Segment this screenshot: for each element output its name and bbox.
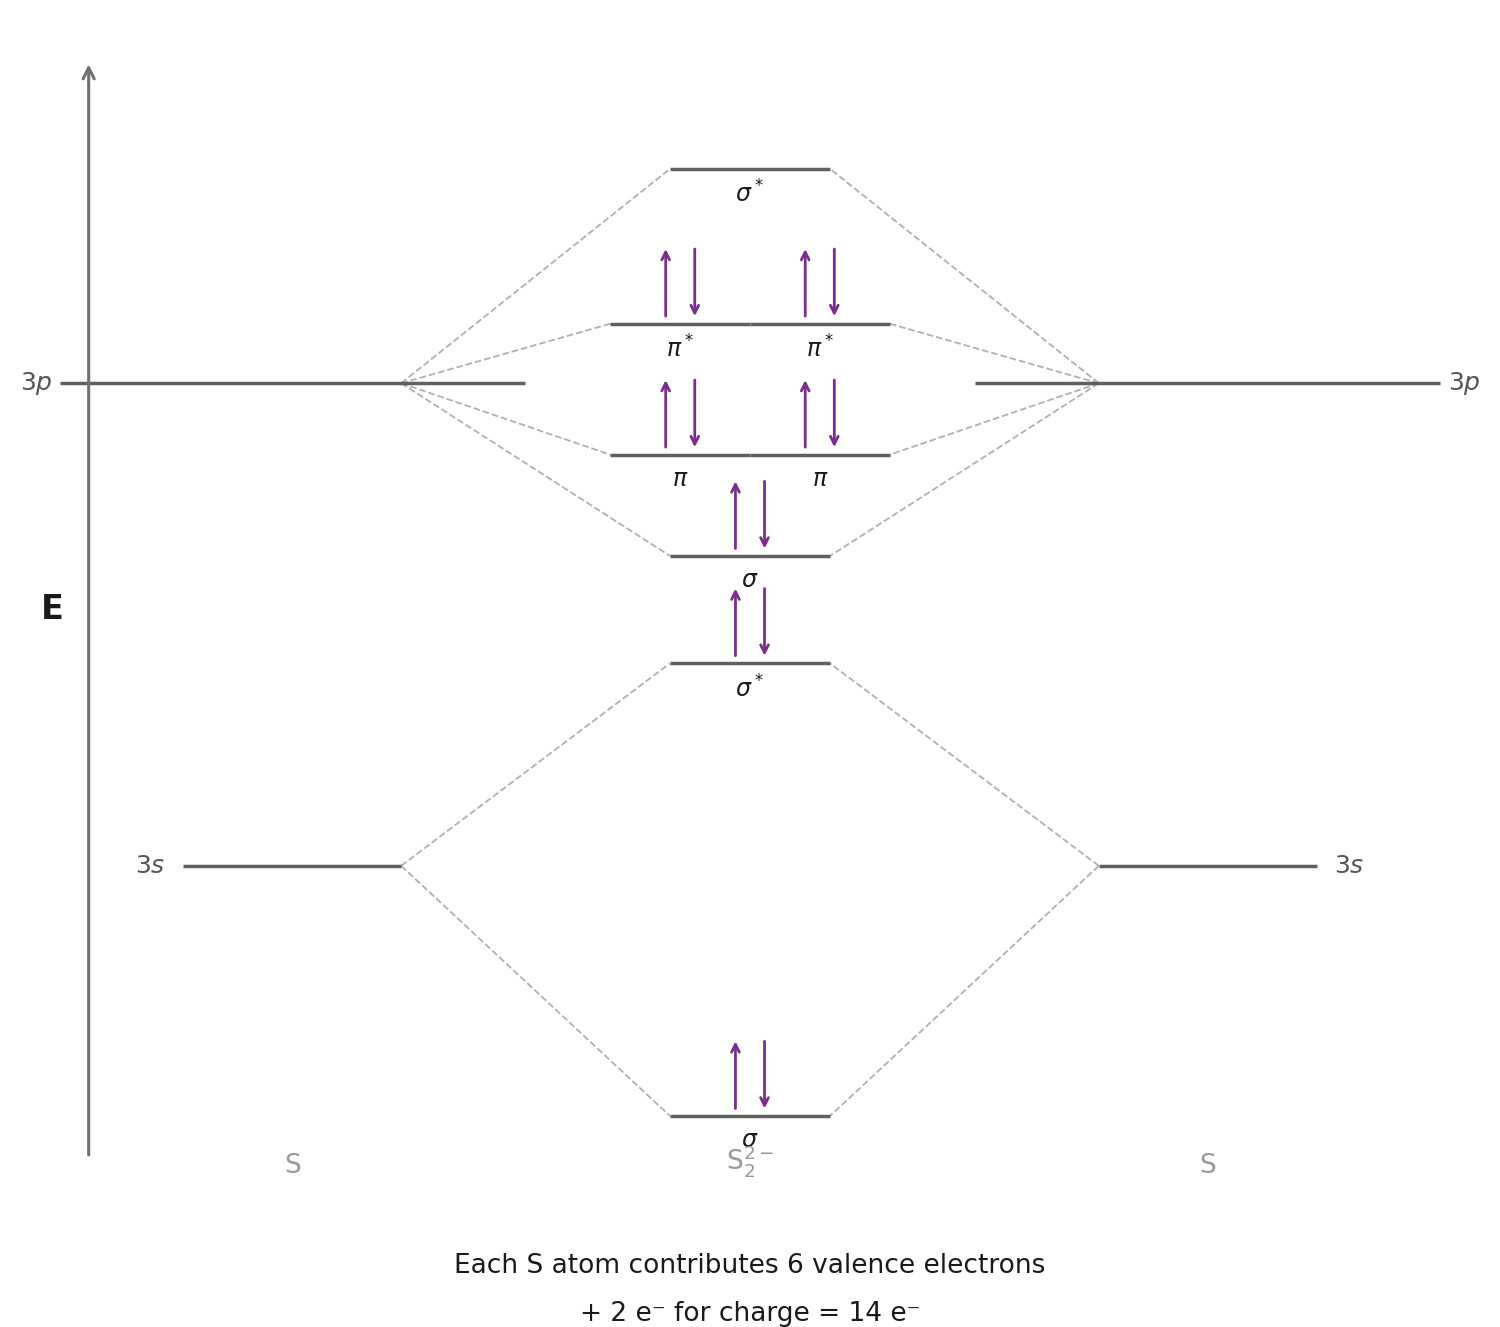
Text: + 2 e⁻ for charge = 14 e⁻: + 2 e⁻ for charge = 14 e⁻	[579, 1300, 920, 1327]
Text: $3s$: $3s$	[135, 853, 165, 877]
Text: Each S atom contributes 6 valence electrons: Each S atom contributes 6 valence electr…	[454, 1253, 1046, 1279]
Text: $\sigma$: $\sigma$	[741, 568, 759, 592]
Text: $\pi^*$: $\pi^*$	[666, 336, 694, 362]
Text: $3p$: $3p$	[20, 370, 53, 397]
Text: S: S	[1200, 1153, 1216, 1180]
Text: $3s$: $3s$	[1335, 853, 1365, 877]
Text: S: S	[284, 1153, 300, 1180]
Text: E: E	[40, 593, 64, 626]
Text: $3p$: $3p$	[1448, 370, 1480, 397]
Text: $\sigma^*$: $\sigma^*$	[735, 180, 765, 208]
Text: $\pi^*$: $\pi^*$	[806, 336, 834, 362]
Text: $\sigma$: $\sigma$	[741, 1128, 759, 1152]
Text: $\pi$: $\pi$	[672, 467, 688, 491]
Text: S$_2^{2-}$: S$_2^{2-}$	[726, 1143, 774, 1180]
Text: $\sigma^*$: $\sigma^*$	[735, 675, 765, 702]
Text: $\pi$: $\pi$	[812, 467, 828, 491]
